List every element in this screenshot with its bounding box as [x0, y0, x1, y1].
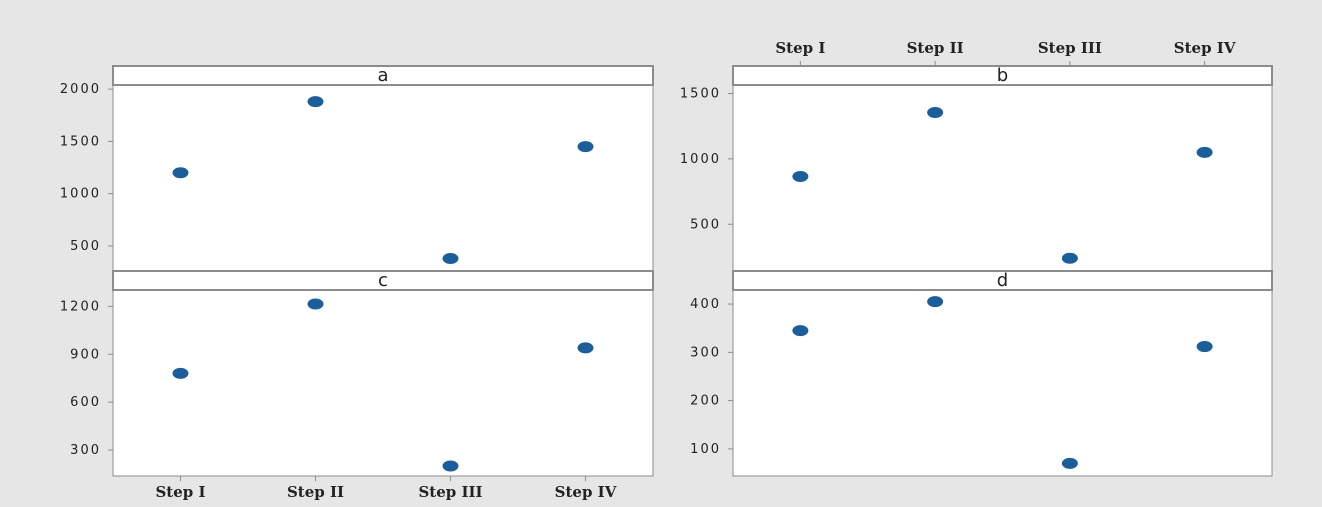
ytick-label-c: 300: [70, 443, 101, 458]
data-point-d-3: [1061, 457, 1078, 469]
plot-area-d: [732, 289, 1273, 477]
ytick-label-c: 600: [70, 395, 101, 410]
data-point-b-4: [1196, 146, 1213, 158]
ytick-label-a: 1500: [60, 134, 101, 149]
xtick-label-c: Step II: [287, 483, 344, 501]
strip-a: [112, 65, 654, 86]
panel-d: d 100 200 300 400: [690, 270, 1273, 477]
strip-d: [732, 270, 1273, 291]
plot-area-a: [112, 84, 654, 273]
ytick-label-a: 2000: [60, 82, 101, 97]
strip-label-a: a: [377, 65, 388, 86]
ytick-label-d: 300: [690, 345, 721, 360]
xtick-label-b: Step I: [775, 39, 825, 57]
ytick-label-d: 200: [690, 394, 721, 409]
ytick-label-b: 500: [690, 217, 721, 232]
data-point-d-1: [792, 325, 809, 337]
xtick-label-b: Step IV: [1174, 39, 1236, 57]
strip-label-d: d: [997, 270, 1008, 291]
xtick-label-c: Step IV: [555, 483, 617, 501]
data-point-b-1: [792, 171, 809, 183]
strip-c: [112, 270, 654, 291]
panel-b: b 500 1000 1500 Step I Step II Step III Step IV: [680, 39, 1273, 273]
ytick-label-b: 1500: [680, 87, 721, 102]
ytick-label-d: 100: [690, 442, 721, 457]
ytick-label-a: 500: [70, 239, 101, 254]
data-point-c-4: [577, 342, 594, 354]
ytick-label-c: 1200: [60, 299, 101, 314]
data-point-d-2: [927, 296, 944, 308]
data-point-c-1: [172, 367, 189, 379]
panel-a: a 500 1000 1500 2000: [60, 65, 654, 273]
ytick-label-c: 900: [70, 347, 101, 362]
xtick-label-c: Step I: [155, 483, 205, 501]
data-point-a-4: [577, 141, 594, 153]
data-point-a-2: [307, 96, 324, 108]
data-point-b-3: [1061, 252, 1078, 264]
strip-b: [732, 65, 1273, 86]
strip-label-b: b: [997, 65, 1008, 86]
strip-label-c: c: [378, 270, 388, 291]
xtick-label-b: Step II: [907, 39, 964, 57]
ytick-label-a: 1000: [60, 187, 101, 202]
data-point-c-2: [307, 298, 324, 310]
xtick-label-c: Step III: [418, 483, 482, 501]
data-point-c-3: [442, 460, 459, 472]
data-point-d-4: [1196, 341, 1213, 353]
plot-area-b: [732, 84, 1273, 273]
ytick-label-d: 400: [690, 297, 721, 312]
panel-c: c 300 600 900 1200 Step I Step II Step III Step …: [60, 270, 654, 501]
data-point-a-3: [442, 252, 459, 264]
xtick-label-b: Step III: [1038, 39, 1102, 57]
data-point-b-2: [927, 106, 944, 118]
ytick-label-b: 1000: [680, 152, 721, 167]
plot-area-c: [112, 289, 654, 477]
data-point-a-1: [172, 167, 189, 179]
